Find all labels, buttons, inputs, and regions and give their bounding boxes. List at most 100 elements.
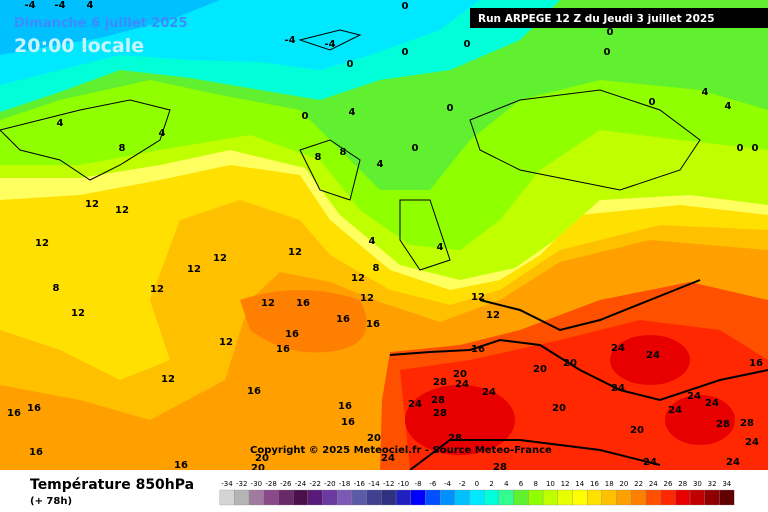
- legend-swatch: [557, 489, 573, 506]
- contour-label: 4: [725, 101, 732, 112]
- contour-label: 0: [737, 143, 744, 154]
- contour-label: 20: [367, 433, 381, 444]
- contour-label: 20: [563, 358, 577, 369]
- contour-label: 0: [604, 47, 611, 58]
- legend-swatch: [410, 489, 426, 506]
- legend-swatch: [454, 489, 470, 506]
- legend-swatch: [337, 489, 353, 506]
- contour-label: 16: [29, 447, 43, 458]
- legend-swatch: [439, 489, 455, 506]
- legend-label: 16: [590, 480, 599, 488]
- contour-label: 20: [533, 364, 547, 375]
- legend-label: -12: [383, 480, 394, 488]
- contour-label: 8: [340, 147, 347, 158]
- legend-swatch: [292, 489, 308, 506]
- legend-label: -4: [444, 480, 452, 488]
- time: 20:00 locale: [14, 35, 144, 57]
- contour-label: 16: [366, 319, 380, 330]
- legend-swatch: [263, 489, 279, 506]
- contour-label: 4: [87, 0, 94, 11]
- legend-swatch: [469, 489, 485, 506]
- map-background: [0, 0, 768, 470]
- contour-label: 12: [35, 238, 49, 249]
- contour-label: 28: [493, 462, 507, 473]
- legend-swatch: [528, 489, 544, 506]
- legend-swatch: [616, 489, 632, 506]
- contour-label: 4: [349, 107, 356, 118]
- contour-label: 8: [53, 283, 60, 294]
- legend: -34 -32 -30 -28 -26 -24 -22 -20 -18 -16 -14 -12 -10-…: [219, 480, 735, 506]
- legend-label: 26: [664, 480, 673, 488]
- legend-label: -32: [236, 480, 247, 488]
- legend-label: -24: [295, 480, 307, 488]
- legend-label: 4: [504, 480, 509, 488]
- contour-label: 12: [161, 374, 175, 385]
- contour-label: 12: [360, 293, 374, 304]
- contour-label: 16: [7, 408, 21, 419]
- contour-label: -4: [24, 0, 35, 11]
- contour-label: 12: [115, 205, 129, 216]
- legend-label: 20: [619, 480, 628, 488]
- legend-label: 18: [605, 480, 614, 488]
- contour-label: 0: [402, 47, 409, 58]
- legend-label: -22: [309, 480, 320, 488]
- contour-label: 12: [351, 273, 365, 284]
- legend-label: 6: [519, 480, 524, 488]
- contour-label: 24: [646, 350, 660, 361]
- legend-label: 8: [533, 480, 537, 488]
- legend-swatch: [366, 489, 382, 506]
- contour-label: 28: [448, 433, 462, 444]
- legend-label: -20: [324, 480, 335, 488]
- legend-label: -26: [280, 480, 292, 488]
- contour-label: 0: [347, 59, 354, 70]
- contour-label: -4: [54, 0, 65, 11]
- legend-label: -6: [429, 480, 437, 488]
- legend-swatch: [248, 489, 264, 506]
- contour-label: 28: [431, 395, 445, 406]
- contour-label: 24: [611, 383, 625, 394]
- contour-label: 12: [219, 337, 233, 348]
- legend-label: 2: [489, 480, 493, 488]
- contour-label: 24: [408, 399, 422, 410]
- legend-swatch: [425, 489, 441, 506]
- legend-label: -16: [354, 480, 366, 488]
- contour-label: 24: [455, 379, 469, 390]
- legend-label: -28: [265, 480, 276, 488]
- legend-swatch: [484, 489, 500, 506]
- contour-label: 0: [607, 27, 614, 38]
- run-box: [470, 8, 768, 28]
- contour-label: 0: [752, 143, 759, 154]
- legend-swatch: [542, 489, 558, 506]
- legend-label: 14: [575, 480, 584, 488]
- legend-swatch: [704, 489, 720, 506]
- contour-label: -4: [324, 39, 335, 50]
- legend-swatch: [645, 489, 661, 506]
- footer-title: Température 850hPa: [30, 477, 194, 493]
- contour-label: -4: [284, 35, 295, 46]
- legend-label: 0: [475, 480, 479, 488]
- contour-label: 8: [315, 152, 322, 163]
- contour-label: 0: [464, 39, 471, 50]
- contour-label: 24: [482, 387, 496, 398]
- legend-swatch: [513, 489, 529, 506]
- contour-label: 12: [486, 310, 500, 321]
- legend-label: -2: [459, 480, 466, 488]
- contour-label: 24: [668, 405, 682, 416]
- contour-label: 28: [433, 377, 447, 388]
- contour-label: 24: [611, 343, 625, 354]
- contour-label: 16: [296, 298, 310, 309]
- contour-label: 28: [433, 408, 447, 419]
- contour-label: 12: [71, 308, 85, 319]
- run-info: Run ARPEGE 12 Z du Jeudi 3 juillet 2025: [478, 13, 715, 25]
- legend-label: 28: [678, 480, 687, 488]
- contour-label: 4: [437, 242, 444, 253]
- legend-swatch: [572, 489, 588, 506]
- contour-label: 12: [150, 284, 164, 295]
- legend-swatch: [278, 489, 294, 506]
- contour-label: 16: [749, 358, 763, 369]
- legend-swatch: [381, 489, 397, 506]
- legend-swatch: [675, 489, 691, 506]
- contour-label: 0: [447, 103, 454, 114]
- contour-label: 12: [187, 264, 201, 275]
